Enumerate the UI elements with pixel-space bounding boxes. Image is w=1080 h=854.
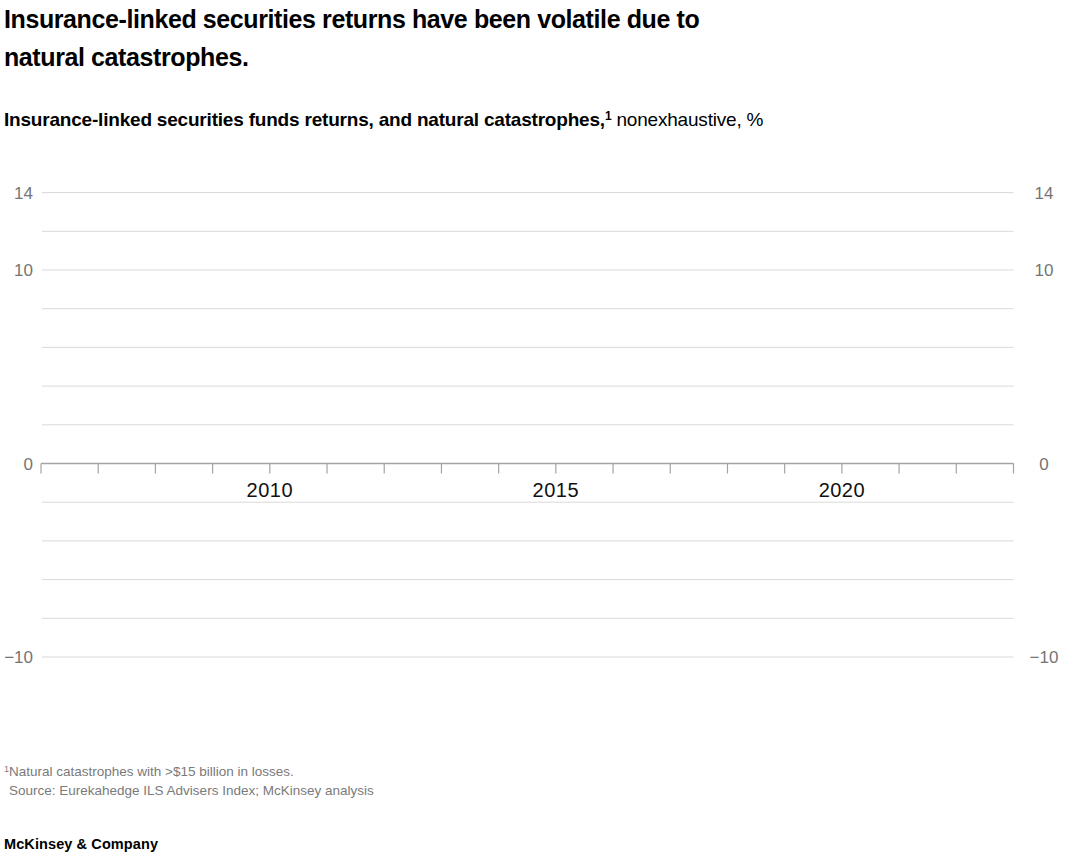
y-axis-label-left: 0 bbox=[24, 455, 33, 474]
footnote-block: 1Natural catastrophes with >$15 billion … bbox=[4, 763, 374, 800]
exhibit-canvas: Insurance-linked securities returns have… bbox=[0, 0, 1080, 854]
chart: 2010 2015 2020 14 14 10 10 0 0 −10 −10 bbox=[0, 0, 1080, 854]
y-axis-label-right: 14 bbox=[1035, 184, 1054, 203]
y-axis-label-left: 10 bbox=[14, 261, 33, 280]
source-line: Source: Eurekahedge ILS Advisers Index; … bbox=[4, 782, 374, 800]
y-axis-label-right: 10 bbox=[1035, 261, 1054, 280]
brand-footer: McKinsey & Company bbox=[4, 836, 158, 852]
y-axis-label-left: −10 bbox=[4, 648, 33, 667]
y-axis-label-right: −10 bbox=[1030, 648, 1059, 667]
x-axis-year-label: 2015 bbox=[533, 479, 580, 501]
y-axis-label-right: 0 bbox=[1039, 455, 1048, 474]
x-axis-year-label: 2020 bbox=[819, 479, 866, 501]
footnote-marker: 1 bbox=[4, 764, 9, 774]
footnote-text: Natural catastrophes with >$15 billion i… bbox=[9, 764, 294, 779]
x-axis-year-label: 2010 bbox=[247, 479, 294, 501]
footnote: 1Natural catastrophes with >$15 billion … bbox=[4, 763, 374, 782]
y-axis-label-left: 14 bbox=[14, 184, 33, 203]
